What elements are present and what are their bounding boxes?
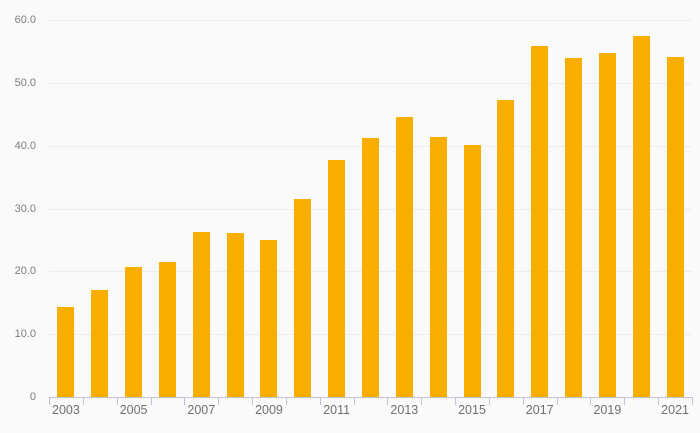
bar-2013[interactable] [395,117,413,397]
x-axis-tick [455,397,456,405]
x-axis-tick [692,397,693,405]
bar-2006[interactable] [158,261,176,397]
y-axis-label-30.0: 30.0 [14,202,36,215]
x-axis-tick [421,397,422,405]
bar-2015[interactable] [463,145,481,397]
x-axis-label-2017: 2017 [525,403,554,417]
x-axis-label-2005: 2005 [119,403,148,417]
y-axis-label-20.0: 20.0 [14,265,36,278]
x-axis-label-2007: 2007 [187,403,216,417]
bar-2017[interactable] [531,45,549,397]
x-axis-tick [184,397,185,405]
x-axis-tick [523,397,524,405]
x-axis-tick [489,397,490,405]
x-axis-line [49,397,692,398]
y-axis-label-40.0: 40.0 [14,139,36,152]
x-axis-label-2009: 2009 [255,403,283,417]
bar-2012[interactable] [362,137,379,397]
x-axis-label-2003: 2003 [52,403,80,417]
y-axis-label-60.0: 60.0 [14,14,36,26]
x-axis-label-2011: 2011 [323,403,351,417]
x-axis-label-2021: 2021 [661,403,689,417]
gridline-50 [49,82,692,84]
y-axis-label-0: 0 [29,391,36,403]
bar-2021[interactable] [666,57,684,397]
bar-2005[interactable] [125,266,143,397]
x-axis-label-2019: 2019 [593,403,622,417]
bar-2019[interactable] [598,53,616,397]
bar-2020[interactable] [632,35,650,397]
x-axis-label-2013: 2013 [390,403,419,417]
bar-2014[interactable] [429,136,447,397]
bar-2007[interactable] [192,231,210,397]
x-axis-tick [557,397,558,405]
bar-2011[interactable] [328,159,346,397]
y-axis-label-10.0: 10.0 [14,328,36,341]
bar-2016[interactable] [497,99,515,397]
x-axis-tick [218,397,219,405]
plot-area [49,20,693,405]
x-axis-tick [354,397,355,405]
x-axis-tick [624,397,625,405]
x-axis-tick [117,397,118,405]
bar-2008[interactable] [226,233,244,397]
x-axis-tick [151,397,152,405]
x-axis-tick [658,397,659,405]
bar-2010[interactable] [294,199,312,397]
bar-2004[interactable] [91,289,109,397]
x-axis-tick [320,397,321,405]
bar-2009[interactable] [260,239,278,397]
x-axis-tick [83,397,84,405]
x-axis-label-2015: 2015 [458,403,486,417]
x-axis-tick [49,397,50,405]
gridline-60 [49,20,692,21]
x-axis-tick [387,397,388,405]
y-axis-label-50.0: 50.0 [14,76,36,89]
bar-2018[interactable] [565,58,583,397]
x-axis-tick [590,397,591,405]
bar-2003[interactable] [57,306,75,397]
x-axis-tick [252,397,253,405]
x-axis-tick [286,397,287,405]
